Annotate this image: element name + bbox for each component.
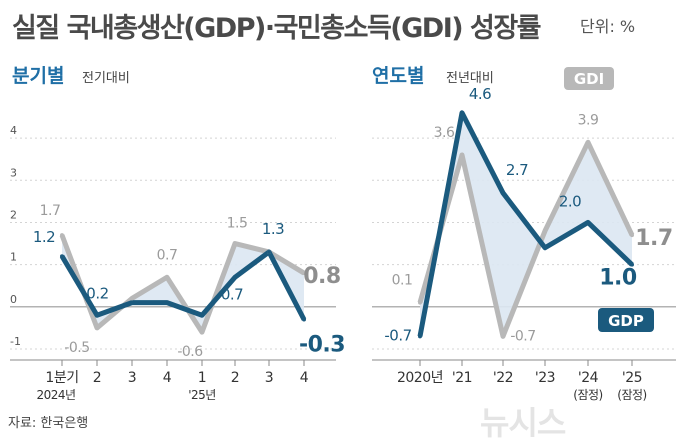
gdi-line [59, 234, 306, 335]
panel-subtitle: 전년대비 [446, 71, 494, 86]
gdp-point [200, 313, 204, 318]
gdi-point [200, 330, 204, 335]
page-title: 실질 국내총생산(GDP)·국민총소득(GDI) 성장률 [12, 13, 542, 44]
gdi-legend-label: GDI [574, 70, 604, 88]
gdp-data-label: 0.7 [221, 285, 243, 303]
gdp-legend-badge [598, 308, 654, 332]
gdi-point [460, 152, 464, 157]
x-tick-sublabel: 2024년 [36, 388, 75, 402]
gdp-data-label: -0.2 [81, 284, 108, 302]
gdp-point [267, 249, 271, 254]
gdi-data-label: 1.7 [40, 203, 61, 219]
gdp-data-label: 2.0 [559, 192, 581, 210]
gdp-data-label: 1.0 [599, 266, 637, 291]
panel-title: 연도별 [372, 65, 424, 87]
x-tick-label: 4 [163, 370, 172, 386]
gdp-point [418, 334, 422, 339]
gdi-data-label: 1.7 [635, 226, 672, 251]
y-tick-label: -1 [10, 335, 21, 348]
gdi-data-label: 3.6 [434, 125, 455, 141]
gdi-data-label: 0.7 [157, 247, 178, 263]
x-tick-label: 4 [300, 370, 309, 386]
gdp-point [586, 220, 590, 225]
gdp-point [460, 110, 464, 115]
y-tick-label: 4 [10, 124, 17, 137]
gdi-data-label: 0.8 [303, 264, 340, 289]
gdp-line [59, 249, 307, 321]
gdi-point [165, 275, 169, 280]
gap-area [62, 235, 304, 333]
x-tick-label: 2020년 [397, 370, 443, 386]
gdp-line [417, 110, 634, 337]
x-tick-label: '21 [452, 370, 472, 386]
gdi-data-label: 3.9 [578, 112, 599, 128]
y-tick-label: 0 [10, 293, 17, 306]
gdi-data-label: -0.7 [510, 328, 535, 344]
panel-subtitle: 전기대비 [82, 71, 130, 86]
gdp-data-label: -0.3 [299, 332, 345, 357]
x-tick-label: '22 [493, 370, 513, 386]
gdp-point [60, 254, 64, 259]
growth-rate-chart: 분기별 전기대비 -1 0 1 2 3 4 1.7 -0.5 0.7 -0.6 1.5 0.8 1.2 -0.… [10, 65, 676, 402]
x-tick-label: '23 [535, 370, 555, 386]
gdp-data-label: -0.7 [384, 326, 411, 344]
gdi-data-label: -0.6 [177, 344, 203, 360]
gdi-point [630, 233, 634, 238]
x-tick-label: 1분기 [45, 370, 78, 386]
unit-label: 단위: % [580, 17, 636, 36]
gdp-data-label: 1.2 [33, 228, 55, 246]
gdi-data-label: 1.5 [227, 216, 248, 232]
gdi-line [417, 139, 635, 339]
y-tick-label: 3 [10, 166, 17, 179]
y-tick-label: 1 [10, 251, 17, 264]
gdp-point [302, 317, 306, 322]
gdi-point [95, 325, 99, 330]
gdp-data-label: 4.6 [469, 85, 491, 103]
gdi-point [418, 300, 422, 305]
x-tick-label: '24 [578, 370, 599, 386]
gdi-legend-badge [564, 67, 614, 90]
gdp-point [501, 190, 505, 195]
gdp-point [130, 300, 134, 305]
gdp-point [95, 313, 99, 318]
gdi-point [543, 228, 547, 233]
gdp-point [543, 245, 547, 250]
gdi-data-label: 0.1 [392, 273, 413, 289]
gdp-point [630, 262, 634, 267]
gdp-point [165, 300, 169, 305]
gdi-point [130, 296, 134, 301]
x-tick-sublabel: '25년 [188, 388, 216, 402]
x-tick-label: 3 [265, 370, 273, 386]
watermark-logo: 뉴시스 [480, 404, 566, 442]
gdp-legend-label: GDP [608, 312, 644, 330]
gdp-data-label: 2.7 [506, 161, 528, 179]
x-tick-label: 2 [93, 370, 101, 386]
x-tick-label: 3 [128, 370, 136, 386]
x-tick-label: 2 [231, 370, 239, 386]
gdi-data-label: -0.5 [64, 340, 89, 356]
gdp-data-label: 1.3 [262, 220, 284, 238]
x-tick-sublabel: (잠정) [617, 388, 646, 402]
gdi-point [233, 241, 237, 246]
y-tick-label: 2 [10, 208, 17, 221]
x-tick-label: 1 [198, 370, 206, 386]
gdi-point [501, 334, 505, 339]
gdi-point [60, 233, 64, 238]
gdi-point [586, 140, 590, 145]
x-tick-sublabel: (잠정) [573, 388, 602, 402]
panel-title: 분기별 [12, 65, 64, 87]
gdp-point [233, 275, 237, 280]
source-note: 자료: 한국은행 [8, 416, 89, 431]
gdi-point [302, 271, 306, 276]
x-tick-label: '25 [622, 370, 642, 386]
